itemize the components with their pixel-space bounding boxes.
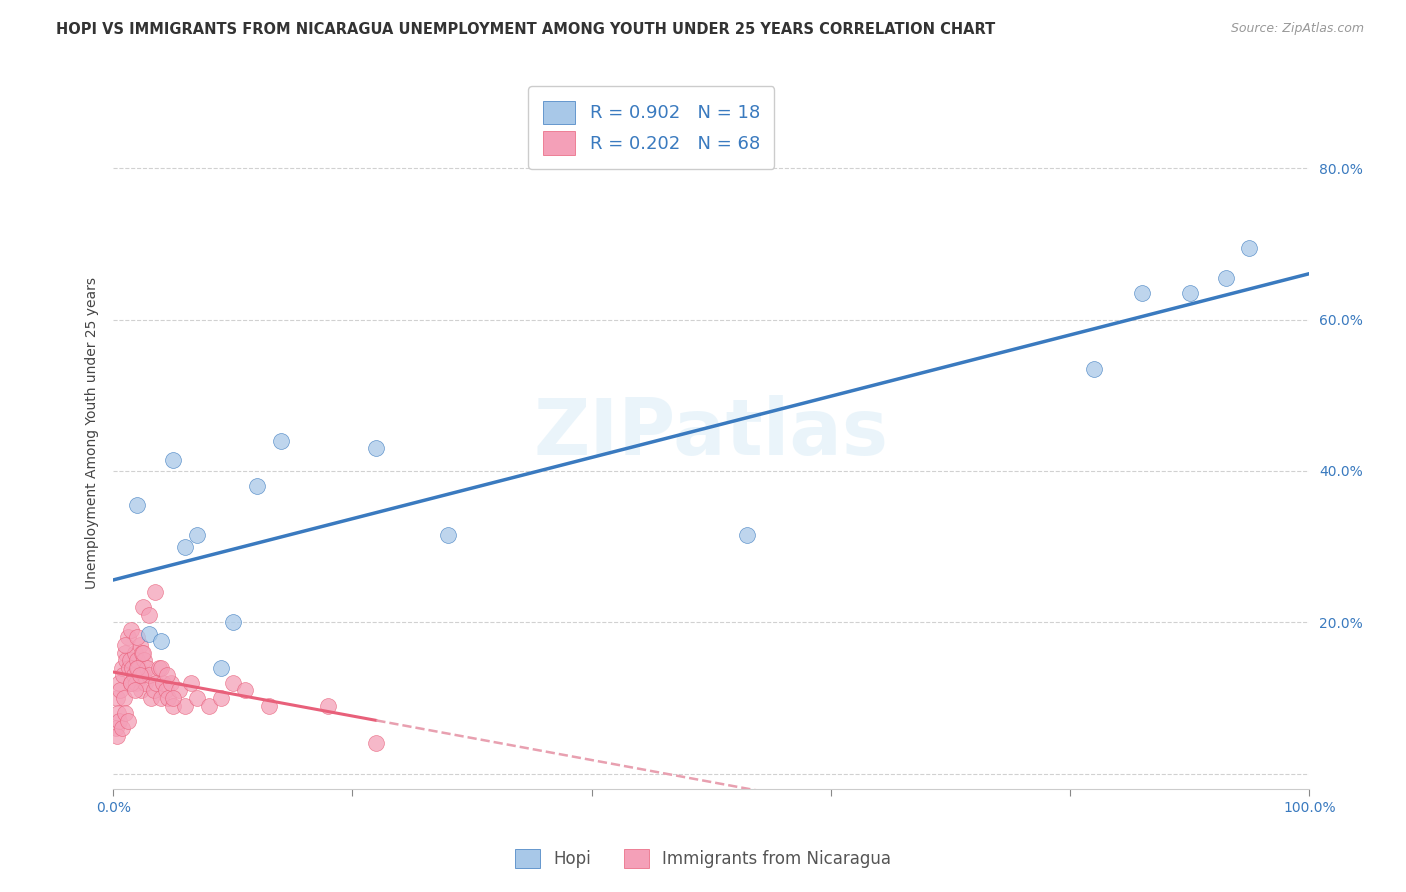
Point [132,600,155,615]
Text: Source: ZipAtlas.com: Source: ZipAtlas.com [1230,22,1364,36]
Point [167,683,190,698]
Point [148,661,170,675]
Point [174,540,197,554]
Point [186,528,208,542]
Point [142,683,165,698]
Point [121,661,143,675]
Point [129,683,152,698]
Point [114,638,136,652]
Point [141,690,163,705]
Point [104,721,127,735]
Point [138,668,160,682]
Point [111,668,134,682]
Point [143,585,166,599]
Point [1178,286,1201,301]
Point [150,661,173,675]
Point [120,675,142,690]
Point [152,675,174,690]
Point [134,675,156,690]
Point [150,634,173,648]
Point [209,690,232,705]
Point [174,698,197,713]
Point [138,607,160,622]
Point [107,706,129,720]
Point [437,528,460,542]
Point [150,690,173,705]
Point [114,646,136,660]
Point [115,653,138,667]
Point [135,661,157,675]
Point [180,675,202,690]
Point [209,661,232,675]
Point [120,623,142,637]
Point [105,729,128,743]
Y-axis label: Unemployment Among Youth under 25 years: Unemployment Among Youth under 25 years [86,277,100,589]
Point [157,690,180,705]
Point [128,638,150,652]
Point [108,714,131,728]
Point [124,683,146,698]
Point [124,646,146,660]
Point [159,675,181,690]
Point [198,698,221,713]
Point [145,675,167,690]
Point [127,498,149,512]
Point [366,442,388,456]
Point [233,683,256,698]
Point [118,653,141,667]
Point [110,661,132,675]
Point [222,675,245,690]
Point [117,714,139,728]
Point [156,668,179,682]
Point [246,479,269,493]
Point [735,528,758,542]
Point [132,646,155,660]
Point [366,736,388,750]
Legend: Hopi, Immigrants from Nicaragua: Hopi, Immigrants from Nicaragua [508,842,898,875]
Point [186,690,208,705]
Text: ZIPatlas: ZIPatlas [534,395,889,471]
Point [128,668,150,682]
Point [162,452,184,467]
Point [162,690,184,705]
Point [127,631,149,645]
Point [257,698,280,713]
Point [108,675,131,690]
Point [222,615,245,630]
Point [105,690,128,705]
Point [162,698,184,713]
Point [270,434,292,448]
Point [112,690,135,705]
Point [1130,286,1153,301]
Text: HOPI VS IMMIGRANTS FROM NICARAGUA UNEMPLOYMENT AMONG YOUTH UNDER 25 YEARS CORREL: HOPI VS IMMIGRANTS FROM NICARAGUA UNEMPL… [56,22,995,37]
Point [127,661,149,675]
Point [1215,271,1237,285]
Point [122,668,145,682]
Point [120,675,142,690]
Point [132,668,155,682]
Point [1239,241,1261,255]
Point [131,646,153,660]
Point [110,683,132,698]
Point [117,631,139,645]
Point [138,626,160,640]
Point [110,721,132,735]
Point [127,661,149,675]
Point [125,675,148,690]
Point [127,653,149,667]
Point [1083,361,1105,376]
Point [114,706,136,720]
Legend: R = 0.902   N = 18, R = 0.202   N = 68: R = 0.902 N = 18, R = 0.202 N = 68 [529,87,775,169]
Point [134,653,156,667]
Point [118,661,141,675]
Point [155,683,177,698]
Point [318,698,340,713]
